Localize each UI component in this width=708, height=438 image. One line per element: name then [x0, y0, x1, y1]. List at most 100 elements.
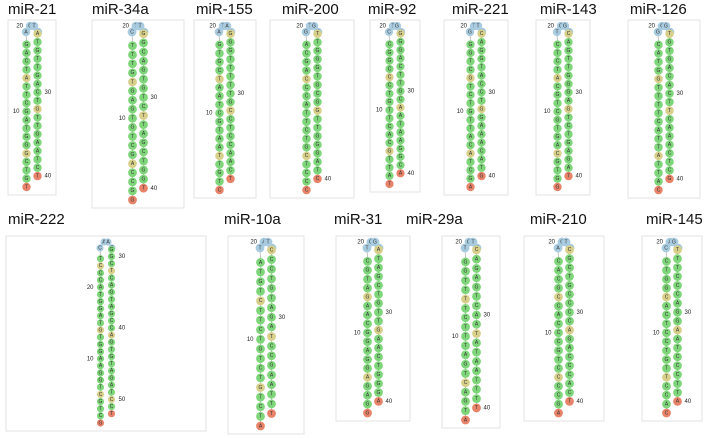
nucleotide-letter: T [377, 363, 380, 369]
nucleotide-letter: T [568, 274, 571, 280]
nucleotide [477, 146, 486, 156]
structure-frame [91, 19, 185, 209]
nucleotide [33, 54, 42, 63]
nucleotide-letter: T [366, 277, 369, 283]
nucleotide [472, 245, 481, 255]
nucleotide-letter: T [555, 29, 558, 35]
position-label: 10 [87, 356, 94, 362]
nucleotide [654, 185, 663, 195]
nucleotide [466, 48, 475, 58]
nucleotide [374, 316, 383, 326]
nucleotide [396, 62, 405, 71]
nucleotide [226, 29, 235, 38]
nucleotide-letter: G [557, 401, 561, 407]
structure: TGTCGGGTAGCTTATCAGACTGATGTTGACTGTTGAATCT… [13, 21, 52, 192]
nucleotide-letter: A [142, 58, 146, 64]
nucleotide-letter: C [388, 124, 392, 130]
nucleotide [385, 89, 394, 98]
nucleotide [215, 117, 224, 126]
nucleotide-letter: A [366, 303, 370, 309]
nucleotide-letter: G [305, 145, 309, 151]
nucleotide [392, 21, 402, 31]
nucleotide-letter: A [657, 51, 661, 57]
nucleotide-letter: C [399, 162, 403, 168]
nucleotide-letter: T [556, 67, 559, 73]
nucleotide [107, 253, 116, 261]
nucleotide [139, 65, 148, 75]
nucleotide [473, 21, 483, 31]
nucleotide [128, 159, 137, 169]
nucleotide [461, 331, 470, 341]
nucleotide [21, 27, 31, 37]
nucleotide [477, 155, 486, 164]
position-label: 20 [455, 240, 462, 246]
nucleotide [477, 96, 486, 105]
nucleotide [226, 46, 235, 56]
nucleotide [466, 166, 475, 175]
nucleotide [313, 123, 322, 132]
nucleotide-letter: C [305, 128, 309, 134]
nucleotide-letter: A [110, 304, 114, 310]
nucleotide [139, 165, 148, 175]
nucleotide [385, 97, 394, 106]
nucleotide-letter: C [229, 134, 233, 140]
nucleotide [96, 255, 105, 263]
nucleotide [96, 405, 105, 413]
nucleotide-letter: T [556, 168, 559, 174]
nucleotide-letter: C [259, 404, 263, 410]
nucleotide-letter: C [556, 84, 560, 90]
nucleotide-letter: A [131, 97, 135, 103]
nucleotide-letter: A [480, 39, 484, 45]
nucleotide-letter: T [316, 168, 319, 174]
nucleotide-letter: C [218, 187, 222, 193]
position-label: 40 [489, 174, 496, 180]
nucleotide-letter: G [312, 23, 316, 29]
nucleotide-letter: T [668, 48, 671, 54]
nucleotide [554, 283, 563, 293]
nucleotide [215, 40, 224, 50]
nucleotide [302, 74, 311, 84]
nucleotide-letter: C [316, 176, 320, 182]
nucleotide [461, 359, 470, 369]
nucleotide-letter: G [259, 385, 263, 391]
nucleotide [22, 149, 31, 158]
structure-frame [535, 19, 591, 196]
nucleotide-letter: A [36, 148, 40, 154]
nucleotide-letter: G [316, 82, 320, 88]
structure-frame [227, 235, 305, 435]
nucleotide-letter: G [557, 348, 561, 354]
nucleotide [662, 399, 671, 409]
nucleotide-letter: G [99, 420, 103, 426]
nucleotide [553, 65, 562, 74]
nucleotide-letter: C [305, 187, 309, 193]
nucleotide [554, 390, 563, 400]
nucleotide [139, 183, 148, 193]
nucleotide-letter: T [229, 65, 232, 71]
nucleotide-letter: A [25, 117, 29, 123]
nucleotide [477, 37, 486, 47]
nucleotide-letter: T [270, 295, 273, 301]
nucleotide-letter: G [464, 362, 468, 368]
nucleotide-letter: T [475, 349, 478, 355]
nucleotide-letter: G [399, 154, 403, 160]
nucleotide-letter: G [475, 284, 479, 290]
nucleotide-letter: C [676, 372, 680, 378]
nucleotide [313, 131, 322, 141]
nucleotide [565, 307, 574, 317]
nucleotide [222, 21, 232, 31]
nucleotide [226, 131, 235, 141]
nucleotide [396, 78, 405, 88]
nucleotide-letter: T [557, 357, 560, 363]
position-label: 20 [250, 240, 257, 246]
nucleotide-letter: G [567, 73, 571, 79]
nucleotide-letter: T [99, 292, 102, 298]
nucleotide [461, 350, 470, 360]
nucleotide [22, 166, 31, 175]
nucleotide-letter: T [131, 134, 134, 140]
nucleotide [461, 378, 470, 388]
nucleotide [96, 390, 105, 398]
nucleotide-letter: G [568, 256, 572, 262]
nucleotide-letter: T [657, 59, 660, 65]
nucleotide-letter: C [110, 325, 114, 331]
nucleotide [673, 316, 682, 326]
